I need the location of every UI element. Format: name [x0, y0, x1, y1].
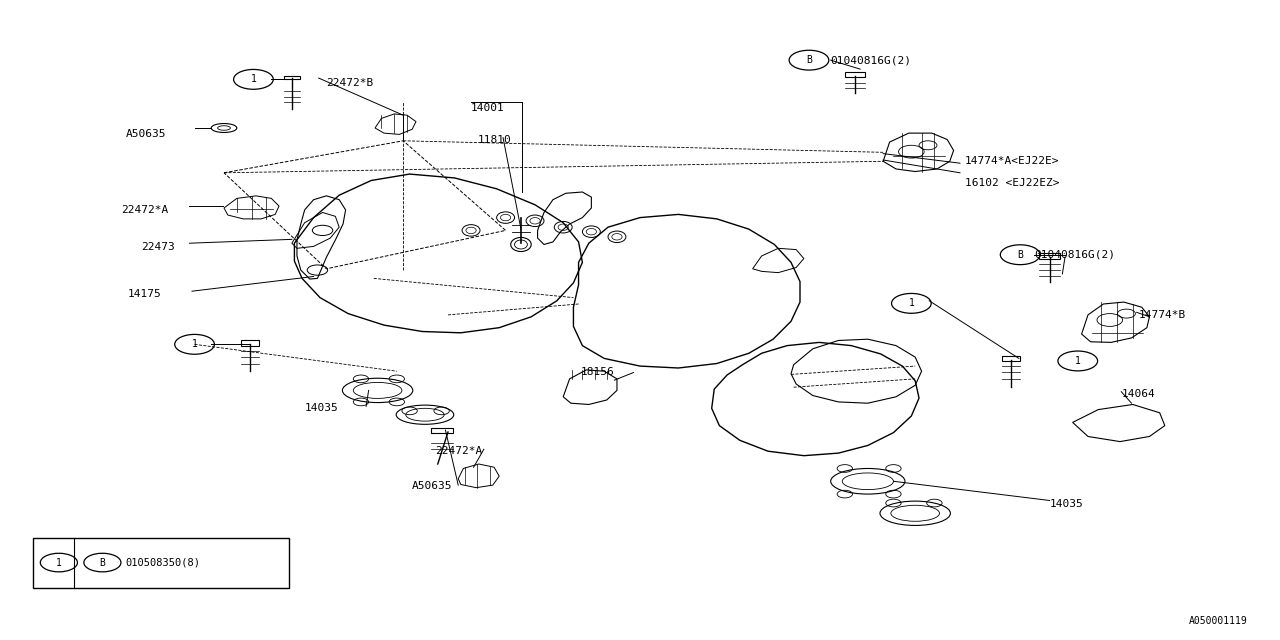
Text: 14001: 14001 [471, 102, 504, 113]
Text: 1: 1 [909, 298, 914, 308]
Text: 22472*A: 22472*A [122, 205, 169, 215]
Text: B: B [806, 55, 812, 65]
Text: 1: 1 [192, 339, 197, 349]
Text: 14175: 14175 [128, 289, 161, 300]
Text: 11810: 11810 [477, 134, 511, 145]
Text: 010508350(8): 010508350(8) [125, 557, 201, 568]
Text: 22472*A: 22472*A [435, 446, 483, 456]
Text: B: B [100, 557, 105, 568]
Text: 1: 1 [56, 557, 61, 568]
Bar [33, 538, 289, 588]
Text: A50635: A50635 [412, 481, 453, 492]
Text: 14774*A<EJ22E>: 14774*A<EJ22E> [965, 156, 1060, 166]
Text: 22472*B: 22472*B [326, 78, 374, 88]
Text: 22473: 22473 [141, 242, 174, 252]
Text: 18156: 18156 [581, 367, 614, 378]
Text: 14035: 14035 [1050, 499, 1083, 509]
Text: 1: 1 [251, 74, 256, 84]
Text: B: B [1018, 250, 1023, 260]
Text: 16102 <EJ22EZ>: 16102 <EJ22EZ> [965, 178, 1060, 188]
Text: 01040816G(2): 01040816G(2) [1034, 250, 1115, 260]
Text: 01040816G(2): 01040816G(2) [831, 55, 911, 65]
Text: 14035: 14035 [305, 403, 338, 413]
Text: 1: 1 [1075, 356, 1080, 366]
Text: A050001119: A050001119 [1189, 616, 1248, 626]
Text: 14064: 14064 [1121, 389, 1155, 399]
Text: 14774*B: 14774*B [1139, 310, 1187, 320]
Text: A50635: A50635 [125, 129, 166, 140]
